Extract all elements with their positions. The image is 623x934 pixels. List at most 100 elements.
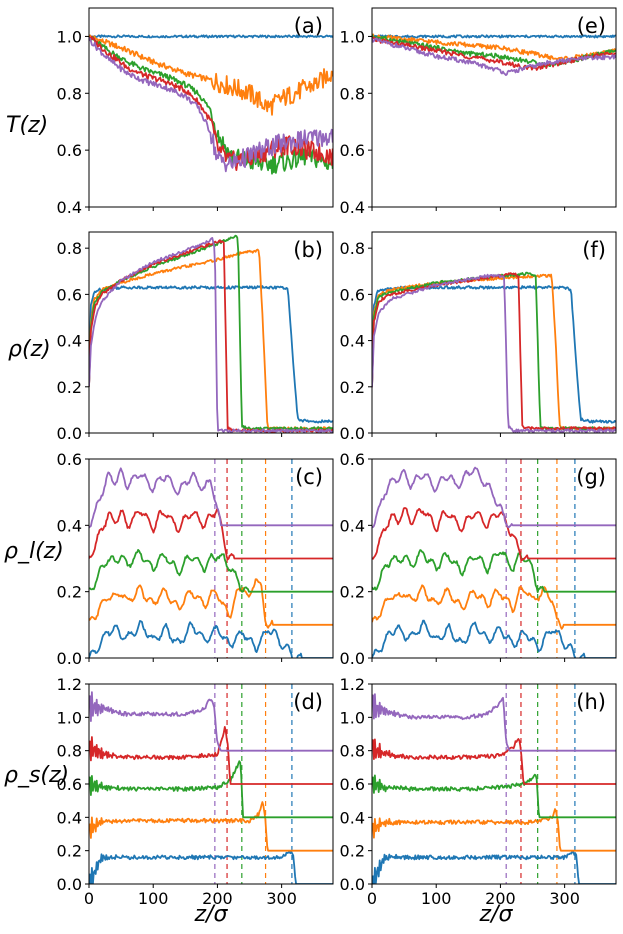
series-group [89,234,333,433]
x-tick-label: 200 [202,889,233,908]
y-tick-label: 0.2 [340,842,365,861]
series-group [89,691,333,884]
series-line-orange [89,34,333,116]
series-group [372,33,616,76]
series-line-purple [372,37,616,76]
panel-c: 0.0 0.2 0.4 0.6 (c) [57,450,334,668]
x-axis-label-left: z/σ [194,902,229,927]
panel-e: 0.4 0.6 0.8 1.0 (e) [340,7,617,217]
series-line-purple [372,693,616,752]
y-tick-label: 0.0 [340,424,365,443]
x-axis-label-right: z/σ [479,902,514,927]
panel-label: (g) [576,465,606,489]
y-tick-label: 0.4 [340,332,365,351]
series-line-blue [89,620,333,658]
x-tick-label: 0 [367,889,377,908]
series-line-red [89,508,333,561]
y-tick-label: 1.0 [57,708,82,727]
y-tick-label: 0.6 [57,775,82,794]
series-line-purple [89,37,333,173]
y-tick-label: 1.2 [57,675,82,694]
y-tick-label: 0.2 [57,378,82,397]
y-tick-label: 0.2 [340,583,365,602]
y-tick-label: 0.8 [340,742,365,761]
series-line-green [89,760,333,819]
y-tick-label: 0.4 [340,808,365,827]
series-line-purple [89,467,333,529]
panels-group: 0.40.60.81.0 (a)0.40.60.81.0 (e)0.00.20.40… [57,7,617,908]
series-line-blue [372,850,616,884]
y-tick-label: 0.2 [57,842,82,861]
series-line-green [372,773,616,819]
panel-h: 0.0 0.2 0.4 0.6 0.8 1.0 1.2 0 100 200 300 (h) [340,675,617,908]
series-line-blue [89,34,333,39]
x-tick-label: 0 [84,889,94,908]
series-group [372,466,616,658]
y-tick-label: 0.0 [57,649,82,668]
series-line-blue [372,619,616,658]
panel-label: (d) [293,690,323,714]
y-axis-label-T: T(z) [6,113,48,138]
series-group [372,693,616,884]
y-tick-label: 0.2 [340,378,365,397]
panel-g: 0.0 0.2 0.4 0.6 (g) [340,450,617,668]
y-tick-label: 0.8 [57,84,82,103]
y-tick-label: 0.8 [340,84,365,103]
panel-label: (a) [294,14,323,38]
y-tick-label: 0.6 [57,285,82,304]
panel-label: (f) [582,238,606,262]
plot-frame [88,458,334,659]
series-line-purple [89,691,333,752]
panel-label: (b) [293,238,323,262]
y-tick-label: 0.4 [57,808,82,827]
plot-frame [371,7,617,208]
y-tick-label: 0.0 [340,649,365,668]
series-line-blue [372,34,616,39]
y-tick-label: 1.0 [340,27,365,46]
series-line-red [89,35,333,172]
series-line-orange [89,801,333,852]
y-tick-label: 0.0 [340,875,365,894]
x-tick-label: 100 [421,889,452,908]
series-group [89,34,333,175]
series-line-green [89,35,333,175]
panel-d: 0.0 0.2 0.4 0.6 0.8 1.0 1.2 0 100 200 300 (d) [57,675,334,908]
panel-label: (h) [576,690,606,714]
x-tick-label: 300 [549,889,580,908]
y-axis-label-rho: ρ(z) [8,337,51,362]
series-line-purple [372,466,616,529]
series-line-blue [372,285,616,424]
y-tick-label: 0.4 [57,198,82,217]
series-line-red [372,507,616,562]
y-tick-label: 0.2 [57,583,82,602]
plot-frame [371,231,617,434]
series-line-blue [89,850,333,884]
series-line-red [89,726,333,785]
y-tick-label: 0.8 [57,239,82,258]
y-tick-label: 0.6 [57,450,82,469]
series-line-purple [372,273,616,433]
series-group [89,467,333,658]
y-tick-label: 0.8 [57,742,82,761]
panel-b: 0.0 0.2 0.4 0.6 0.8 (b) [57,231,334,443]
y-tick-label: 1.0 [340,708,365,727]
panel-f: 0.0 0.2 0.4 0.6 0.8 (f) [340,231,617,443]
y-tick-label: 0.6 [57,141,82,160]
y-tick-label: 0.4 [57,516,82,535]
series-line-green [372,549,616,594]
x-tick-label: 300 [266,889,297,908]
plot-frame [88,231,334,434]
y-tick-label: 0.6 [340,141,365,160]
y-axis-label-rho-s: ρ_s(z) [4,763,69,788]
x-tick-label: 200 [485,889,516,908]
y-tick-label: 0.0 [57,875,82,894]
plot-frame [88,7,334,208]
panel-label: (e) [577,14,606,38]
x-tick-label: 100 [138,889,169,908]
y-axis-label-rho-l: ρ_l(z) [4,539,64,564]
panel-label: (c) [295,465,323,489]
y-tick-label: 0.8 [340,239,365,258]
series-line-green [89,549,333,593]
y-tick-label: 0.6 [340,285,365,304]
